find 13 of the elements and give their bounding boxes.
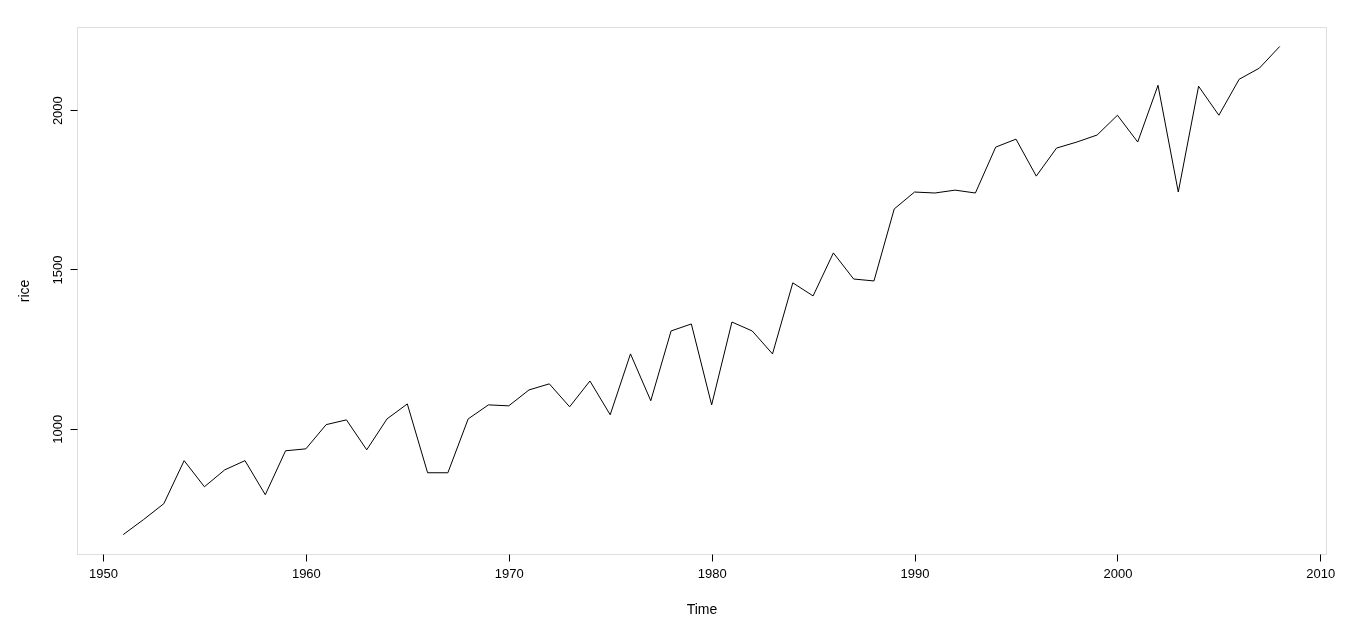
x-tick-label: 1990 — [900, 565, 930, 581]
x-tick-label: 1970 — [494, 565, 524, 581]
line-series — [122, 45, 1281, 536]
x-tick-label: 2010 — [1306, 565, 1336, 581]
x-tick-label: 2000 — [1103, 565, 1133, 581]
y-axis-title: rice — [15, 279, 32, 303]
x-axis-title: Time — [686, 600, 718, 617]
x-tick-label: 1980 — [697, 565, 727, 581]
x-tick-label: 1950 — [89, 565, 118, 581]
y-tick-label: 2000 — [49, 96, 65, 126]
x-tick-label: 1960 — [291, 565, 321, 581]
y-tick-label: 1500 — [49, 255, 65, 285]
y-tick-label: 1000 — [49, 414, 65, 444]
